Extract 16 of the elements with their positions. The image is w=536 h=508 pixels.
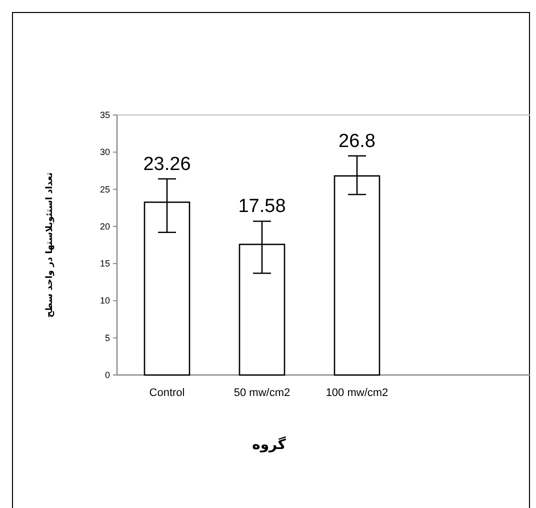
data-label: 17.58	[238, 196, 286, 218]
x-tick-label: 100 mw/cm2	[326, 387, 388, 399]
data-label: 26.8	[338, 130, 376, 152]
y-tick-label: 30	[100, 147, 110, 158]
y-tick-label: 15	[100, 258, 110, 269]
y-tick-label: 10	[100, 296, 110, 306]
y-axis-title: تعداد استئوبلاستها در واحد سطح	[45, 172, 55, 318]
y-tick-label: 25	[100, 184, 110, 194]
y-tick-label: 0	[104, 370, 110, 380]
y-tick-label: 35	[100, 110, 110, 120]
data-label: 23.26	[143, 154, 191, 175]
x-tick-label: 50 mw/cm2	[234, 387, 290, 399]
y-tick-label: 5	[104, 332, 110, 343]
y-tick-label: 20	[100, 221, 110, 232]
x-tick-label: Control	[149, 387, 185, 399]
x-axis-title: گروه	[252, 436, 287, 453]
